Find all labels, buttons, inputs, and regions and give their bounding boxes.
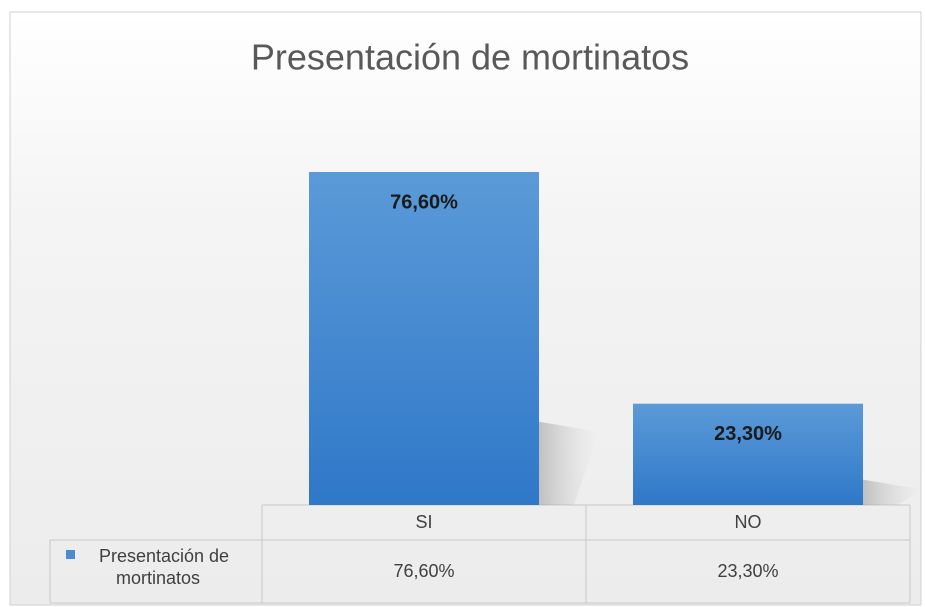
bar-shadow: [539, 421, 599, 505]
data-label: 23,30%: [714, 423, 782, 445]
bar-shadow: [863, 479, 923, 505]
x-tick-label: NO: [735, 512, 762, 532]
table-value: 23,30%: [717, 561, 778, 581]
bar: [633, 403, 863, 505]
chart-title: Presentación de mortinatos: [251, 37, 689, 78]
table-value: 76,60%: [393, 561, 454, 581]
x-tick-label: SI: [415, 512, 432, 532]
bar: [309, 172, 539, 505]
legend-label: Presentación de mortinatos: [98, 546, 230, 588]
data-label: 76,60%: [390, 191, 458, 213]
legend-swatch: [66, 550, 75, 559]
legend-box: Presentación de mortinatos: [98, 546, 230, 588]
